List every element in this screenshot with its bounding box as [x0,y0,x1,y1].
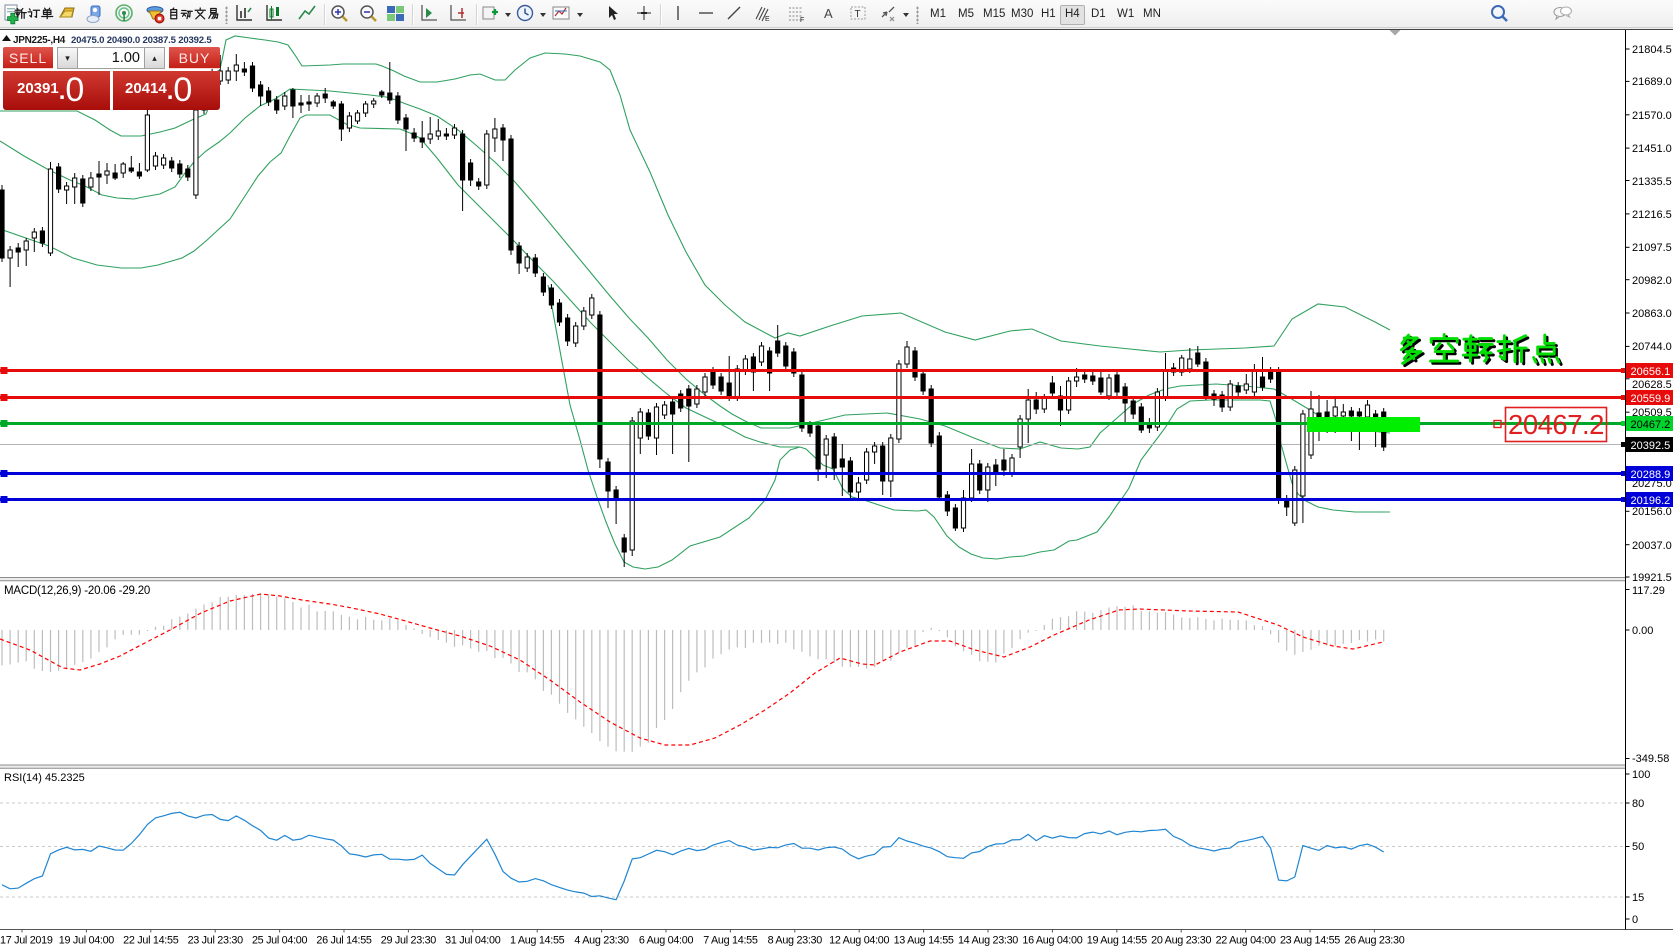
svg-text:21335.5: 21335.5 [1632,176,1672,188]
svg-text:21689.0: 21689.0 [1632,76,1672,88]
svg-text:19 Jul 04:00: 19 Jul 04:00 [59,935,115,947]
svg-text:A: A [824,6,833,21]
svg-text:20467.2: 20467.2 [1508,409,1604,440]
svg-text:20628.5: 20628.5 [1632,379,1672,391]
svg-text:19921.5: 19921.5 [1632,572,1672,584]
svg-text:20156.0: 20156.0 [1632,506,1672,518]
svg-text:20196.2: 20196.2 [1631,495,1671,507]
svg-text:23 Jul 23:30: 23 Jul 23:30 [188,935,244,947]
svg-text:8 Aug 23:30: 8 Aug 23:30 [768,935,823,947]
svg-text:JPN225-,H4: JPN225-,H4 [13,35,66,46]
svg-text:MACD(12,26,9) -20.06 -29.20: MACD(12,26,9) -20.06 -29.20 [4,585,150,597]
svg-text:15: 15 [1632,892,1644,904]
svg-text:20037.0: 20037.0 [1632,540,1672,552]
svg-text:E: E [765,16,770,23]
svg-text:21216.5: 21216.5 [1632,209,1672,221]
svg-text:20 Aug 23:30: 20 Aug 23:30 [1151,935,1211,947]
svg-text:1 Aug 14:55: 1 Aug 14:55 [510,935,565,947]
svg-text:F: F [800,17,804,24]
svg-text:26 Jul 14:55: 26 Jul 14:55 [316,935,372,947]
svg-text:14 Aug 23:30: 14 Aug 23:30 [958,935,1018,947]
svg-text:26 Aug 23:30: 26 Aug 23:30 [1344,935,1404,947]
svg-text:20656.1: 20656.1 [1631,366,1671,378]
svg-text:21097.5: 21097.5 [1632,242,1672,254]
svg-text:6 Aug 04:00: 6 Aug 04:00 [639,935,694,947]
svg-text:25 Jul 04:00: 25 Jul 04:00 [252,935,308,947]
svg-text:20475.0 20490.0 20387.5 20392.: 20475.0 20490.0 20387.5 20392.5 [71,35,212,46]
svg-text:20559.9: 20559.9 [1631,393,1671,405]
svg-text:20982.0: 20982.0 [1632,275,1672,287]
svg-text:80: 80 [1632,798,1644,810]
svg-text:T: T [855,9,861,20]
svg-text:13 Aug 14:55: 13 Aug 14:55 [894,935,954,947]
svg-text:12 Aug 04:00: 12 Aug 04:00 [829,935,889,947]
svg-text:4 Aug 23:30: 4 Aug 23:30 [574,935,629,947]
svg-text:21570.0: 21570.0 [1632,110,1672,122]
svg-text:21804.5: 21804.5 [1632,44,1672,56]
svg-text:20863.0: 20863.0 [1632,308,1672,320]
svg-text:22 Aug 04:00: 22 Aug 04:00 [1216,935,1276,947]
svg-text:100: 100 [1632,769,1650,781]
svg-text:23 Aug 14:55: 23 Aug 14:55 [1280,935,1340,947]
svg-text:21451.0: 21451.0 [1632,143,1672,155]
svg-text:-349.58: -349.58 [1632,753,1669,765]
svg-text:29 Jul 23:30: 29 Jul 23:30 [381,935,437,947]
svg-text:0.00: 0.00 [1632,625,1653,637]
svg-text:RSI(14) 45.2325: RSI(14) 45.2325 [4,772,85,784]
svg-text:16 Aug 04:00: 16 Aug 04:00 [1022,935,1082,947]
svg-text:20744.0: 20744.0 [1632,341,1672,353]
svg-text:20467.2: 20467.2 [1631,419,1671,431]
svg-text:7 Aug 14:55: 7 Aug 14:55 [703,935,758,947]
svg-text:31 Jul 04:00: 31 Jul 04:00 [445,935,501,947]
svg-text:20392.5: 20392.5 [1631,440,1671,452]
svg-text:0: 0 [1632,914,1638,926]
svg-text:22 Jul 14:55: 22 Jul 14:55 [123,935,179,947]
svg-text:19 Aug 14:55: 19 Aug 14:55 [1087,935,1147,947]
svg-text:20288.9: 20288.9 [1631,469,1671,481]
svg-text:117.29: 117.29 [1632,585,1665,597]
svg-text:50: 50 [1632,841,1644,853]
svg-text:17 Jul 2019: 17 Jul 2019 [0,935,53,947]
